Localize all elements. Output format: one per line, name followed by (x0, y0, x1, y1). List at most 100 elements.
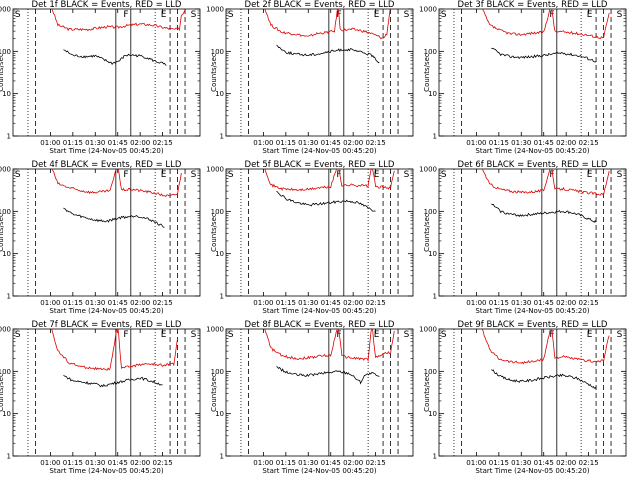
y-tick-label: 10 (428, 90, 437, 98)
panel-title: Det 5f BLACK = Events, RED = LLD (245, 160, 395, 170)
plot-frame (225, 328, 414, 457)
x-tick-label: 02:15 (579, 139, 599, 147)
y-tick-label: 100 (424, 208, 437, 216)
x-tick-label: 01:30 (85, 459, 105, 467)
event-marker-label: S (228, 10, 234, 20)
series-group (51, 9, 186, 66)
y-tick-label: 100 (0, 48, 11, 56)
series-group (51, 169, 182, 228)
events-series-line (63, 375, 163, 388)
events-series-line (63, 49, 167, 66)
event-marker-label: F (336, 170, 341, 180)
x-tick-label: 01:00 (466, 459, 486, 467)
x-tick-label: 01:15 (276, 139, 296, 147)
panel-det-6: Det 6f BLACK = Events, RED = LLD 1 10 100 10… (419, 160, 627, 315)
lld-series-line (51, 9, 186, 32)
x-axis-label: Start Time (24-Nov-05 00:45:20) (49, 147, 163, 155)
event-marker-label: S (617, 10, 623, 20)
x-tick-label: 01:30 (298, 139, 318, 147)
y-tick-label: 1000 (206, 326, 224, 334)
event-marker-label: S (617, 170, 623, 180)
event-marker-label: S (404, 330, 410, 340)
series-group (51, 329, 178, 388)
y-axis-label: Counts/sec (0, 373, 5, 412)
event-marker-label: S (15, 330, 21, 340)
x-axis-label: Start Time (24-Nov-05 00:45:20) (475, 307, 589, 315)
y-tick-label: 1 (433, 133, 437, 141)
x-tick-label: 01:15 (489, 139, 509, 147)
panel-det-7: Det 7f BLACK = Events, RED = LLD 1 10 100 10… (0, 320, 201, 475)
x-axis-label: Start Time (24-Nov-05 00:45:20) (475, 147, 589, 155)
events-series-line (276, 190, 376, 212)
x-tick-label: 02:15 (366, 299, 386, 307)
x-axis-label: Start Time (24-Nov-05 00:45:20) (262, 467, 376, 475)
series-group (482, 169, 610, 223)
series-group (264, 169, 395, 212)
y-tick-label: 1000 (206, 6, 224, 14)
y-axis-label: Counts/sec (210, 373, 218, 412)
x-tick-label: 01:45 (321, 299, 341, 307)
panel-title: Det 8f BLACK = Events, RED = LLD (245, 320, 395, 330)
event-marker-label: F (123, 10, 128, 20)
event-marker-label: E (587, 170, 593, 180)
x-tick-label: 02:00 (556, 299, 576, 307)
x-tick-label: 01:30 (511, 459, 531, 467)
panel-title: Det 9f BLACK = Events, RED = LLD (458, 320, 608, 330)
panel-det-2: Det 2f BLACK = Events, RED = LLD 1 10 100 10… (206, 0, 414, 155)
x-axis-label: Start Time (24-Nov-05 00:45:20) (475, 467, 589, 475)
y-axis-label: Counts/sec (210, 53, 218, 92)
x-tick-label: 01:15 (489, 299, 509, 307)
panel-title: Det 4f BLACK = Events, RED = LLD (32, 160, 182, 170)
y-tick-label: 1 (7, 293, 11, 301)
y-tick-label: 1000 (0, 326, 11, 334)
y-tick-label: 10 (2, 410, 11, 418)
x-tick-label: 01:00 (253, 139, 273, 147)
y-axis-label: Counts/sec (423, 213, 431, 252)
event-marker-label: E (374, 170, 380, 180)
event-marker-label: S (404, 10, 410, 20)
x-tick-label: 01:30 (298, 299, 318, 307)
events-series-line (63, 207, 165, 228)
event-marker-label: F (549, 170, 554, 180)
x-tick-label: 01:30 (85, 299, 105, 307)
event-marker-label: E (374, 10, 380, 20)
panel-det-8: Det 8f BLACK = Events, RED = LLD 1 10 100 10… (206, 320, 414, 475)
x-tick-label: 01:15 (63, 139, 83, 147)
y-tick-label: 100 (211, 208, 224, 216)
x-tick-label: 01:45 (321, 139, 341, 147)
y-tick-label: 10 (215, 250, 224, 258)
y-tick-label: 1 (220, 453, 224, 461)
x-tick-label: 01:45 (534, 459, 554, 467)
series-group (482, 9, 610, 63)
event-marker-label: E (161, 170, 167, 180)
x-tick-label: 02:00 (130, 459, 150, 467)
y-tick-label: 100 (424, 368, 437, 376)
y-tick-label: 1000 (419, 166, 437, 174)
x-tick-label: 01:00 (40, 459, 60, 467)
event-marker-label: S (228, 170, 234, 180)
x-axis-label: Start Time (24-Nov-05 00:45:20) (49, 467, 163, 475)
x-tick-label: 01:00 (40, 139, 60, 147)
lld-series-line (264, 9, 391, 40)
x-tick-label: 01:45 (321, 459, 341, 467)
y-tick-label: 10 (428, 410, 437, 418)
y-axis-label: Counts/sec (0, 213, 5, 252)
y-tick-label: 100 (211, 48, 224, 56)
x-tick-label: 02:00 (556, 459, 576, 467)
y-tick-label: 1000 (419, 326, 437, 334)
event-marker-label: F (123, 170, 128, 180)
x-tick-label: 02:00 (130, 139, 150, 147)
y-tick-label: 1000 (0, 166, 11, 174)
lld-series-line (51, 169, 182, 198)
x-tick-label: 02:15 (579, 299, 599, 307)
plot-frame (438, 8, 627, 137)
x-tick-label: 02:15 (366, 459, 386, 467)
event-marker-label: S (191, 330, 197, 340)
panel-det-9: Det 9f BLACK = Events, RED = LLD 1 10 100 10… (419, 320, 627, 475)
panel-title: Det 7f BLACK = Events, RED = LLD (32, 320, 182, 330)
x-tick-label: 01:30 (511, 299, 531, 307)
y-tick-label: 10 (428, 250, 437, 258)
x-tick-label: 02:00 (343, 459, 363, 467)
x-tick-label: 01:45 (108, 459, 128, 467)
event-marker-label: E (374, 330, 380, 340)
